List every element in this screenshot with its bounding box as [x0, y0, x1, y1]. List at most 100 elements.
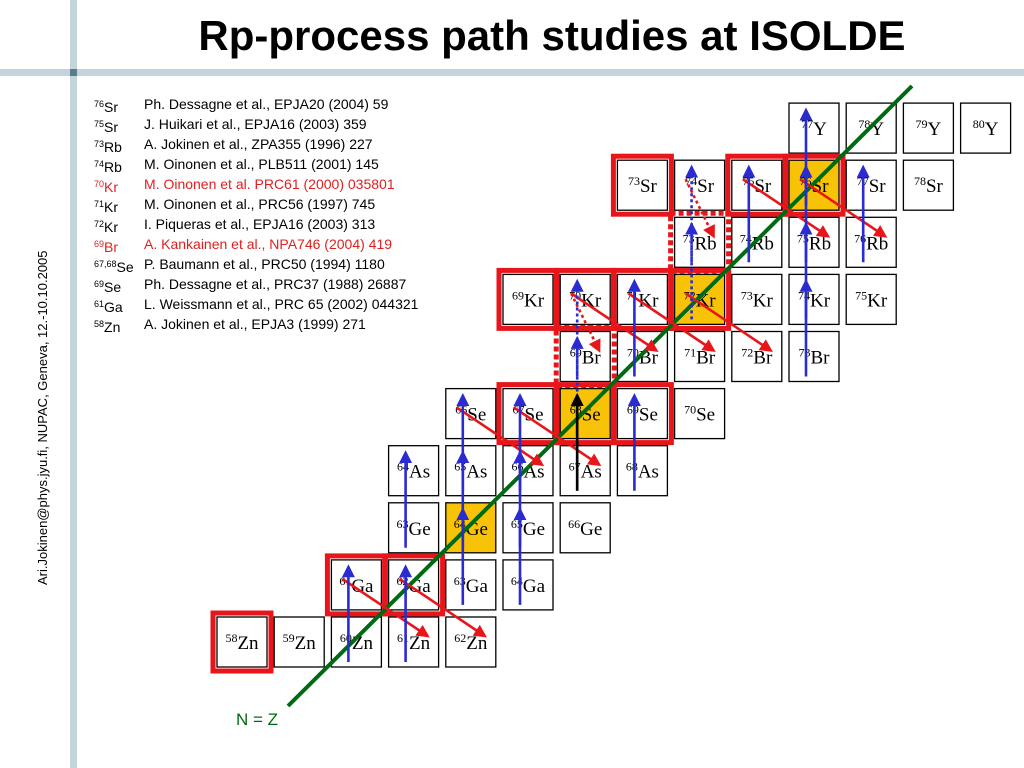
reference-isotope: 76Sr: [94, 99, 119, 115]
nuclide-cell-73rb: 73Rb: [668, 210, 732, 274]
reference-citation: M. Oinonen et al., PRC56 (1997) 745: [144, 196, 376, 212]
nuclide-cell-70se: 70Se: [673, 387, 726, 440]
reference-citation: J. Huikari et al., EPJA16 (2003) 359: [144, 116, 367, 132]
nuclide-cell-75sr: 75Sr: [725, 153, 789, 217]
nuclide-label: 71Br: [684, 346, 716, 369]
nuclide-cell-62zn: 62Zn: [445, 616, 497, 668]
nuclide-label: 58Zn: [225, 631, 259, 654]
cell-box: [845, 273, 897, 326]
cell-box: [502, 559, 554, 611]
reference-isotope: 74Rb: [94, 159, 122, 175]
cell-red-frame: [668, 267, 732, 331]
reference-isotope: 73Rb: [94, 139, 122, 155]
cell-box: [559, 330, 611, 383]
nuclide-label: 69Se: [627, 403, 658, 426]
nuclide-cell-61zn: 61Zn: [387, 616, 440, 668]
reference-isotope: 61Ga: [94, 299, 123, 315]
cell-box: [502, 502, 554, 554]
nuclide-label: 78Sr: [914, 174, 944, 197]
nuclide-cell-66as: 66As: [502, 445, 554, 497]
cell-red-frame: [610, 153, 674, 217]
nuclide-cell-74sr: 74Sr: [673, 159, 726, 211]
cell-box: [387, 445, 440, 497]
cell-box: [273, 616, 325, 668]
cell-box: [502, 273, 554, 326]
reference-isotope: 67,68Se: [94, 259, 134, 275]
cell-red-frame: [610, 382, 674, 446]
cell-box: [502, 387, 554, 440]
reference-isotope: 71Kr: [94, 199, 119, 215]
nuclide-cell-58zn: 58Zn: [210, 610, 274, 674]
cell-red-frame: [210, 610, 274, 674]
cell-box: [845, 159, 897, 211]
nuclide-cell-69kr: 69Kr: [496, 267, 560, 331]
cell-box: [445, 387, 497, 440]
beta-decay-arrow: [684, 292, 773, 352]
nuclide-cell-69se: 69Se: [610, 382, 674, 446]
cell-box: [673, 387, 726, 440]
cell-box: [616, 445, 669, 497]
cell-box: [788, 330, 840, 383]
reference-isotope: 69Br: [94, 239, 119, 255]
cell-box: [959, 102, 1012, 154]
nuclide-cell-62ga: 62Ga: [382, 553, 446, 617]
beta-decay-arrow: [742, 178, 831, 238]
reference-citation: A. Jokinen et al., EPJA3 (1999) 271: [144, 316, 366, 332]
beta-decay-arrow: [799, 178, 888, 238]
cell-box: [673, 159, 726, 211]
cell-layer: 77Y78Y79Y80Y73Sr74Sr75Sr76Sr77Sr78Sr73Rb…: [210, 102, 1012, 674]
decorative-corner-square: [70, 69, 77, 76]
nuclide-cell-66ge: 66Ge: [559, 502, 611, 554]
nuclide-label: 72Br: [741, 346, 773, 369]
nuclide-cell-75rb: 75Rb: [788, 216, 840, 268]
nuclide-cell-77sr: 77Sr: [845, 159, 897, 211]
cell-box: [445, 559, 497, 611]
nuclide-cell-78sr: 78Sr: [902, 159, 955, 211]
nuclide-cell-80y: 80Y: [959, 102, 1012, 154]
nuclide-cell-73kr: 73Kr: [731, 273, 783, 326]
nuclide-label: 70Se: [684, 403, 715, 426]
cell-box: [216, 616, 268, 668]
reference-citation: P. Baumann et al., PRC50 (1994) 1180: [144, 256, 385, 272]
reference-citation: A. Jokinen et al., ZPA355 (1996) 227: [144, 136, 373, 152]
cell-box: [387, 559, 440, 611]
cell-box: [788, 273, 840, 326]
nuclide-cell-60zn: 60Zn: [330, 616, 383, 668]
nuclide-cell-79y: 79Y: [902, 102, 955, 154]
cell-box: [902, 102, 955, 154]
nuclide-label: 75Kr: [855, 288, 888, 311]
decorative-left-bar: [70, 0, 77, 768]
nuclide-cell-64ge: 64Ge: [445, 502, 497, 554]
nuclide-cell-67se: 67Se: [496, 382, 560, 446]
nuclide-cell-65ge: 65Ge: [502, 502, 554, 554]
reference-isotope: 69Se: [94, 279, 122, 295]
reference-citation: L. Weissmann et al., PRC 65 (2002) 04432…: [144, 296, 419, 312]
cell-box: [731, 159, 783, 211]
beta-decay-arrow: [570, 292, 659, 352]
nz-line-layer: [286, 84, 914, 708]
beta-decay-arrow: [627, 292, 716, 352]
nuclide-label: 59Zn: [283, 631, 317, 654]
reference-citation: M. Oinonen et al., PLB511 (2001) 145: [144, 156, 379, 172]
nuclide-label: 73Br: [799, 346, 831, 369]
nuclide-cell-64ga: 64Ga: [502, 559, 554, 611]
cell-box: [616, 387, 669, 440]
reference-isotope: 58Zn: [94, 319, 121, 335]
cell-box: [616, 159, 669, 211]
nuclide-cell-66se: 66Se: [445, 387, 497, 440]
reference-isotope: 70Kr: [94, 179, 119, 195]
reference-citation: M. Oinonen et al. PRC61 (2000) 035801: [144, 176, 395, 192]
cell-box: [559, 273, 611, 326]
nuclide-cell-73sr: 73Sr: [610, 153, 674, 217]
nuclide-label: 62Zn: [454, 631, 488, 654]
nuclide-cell-63ga: 63Ga: [445, 559, 497, 611]
cell-box: [445, 502, 497, 554]
cell-box: [330, 616, 383, 668]
cell-box: [731, 273, 783, 326]
cell-red-frame: [382, 553, 446, 617]
beta-decay-arrow: [398, 577, 487, 638]
cell-box: [330, 559, 383, 611]
nuclide-cell-69br: 69Br: [553, 325, 617, 388]
cell-box: [616, 273, 669, 326]
reference-citation: I. Piqueras et al., EPJA16 (2003) 313: [144, 216, 376, 232]
